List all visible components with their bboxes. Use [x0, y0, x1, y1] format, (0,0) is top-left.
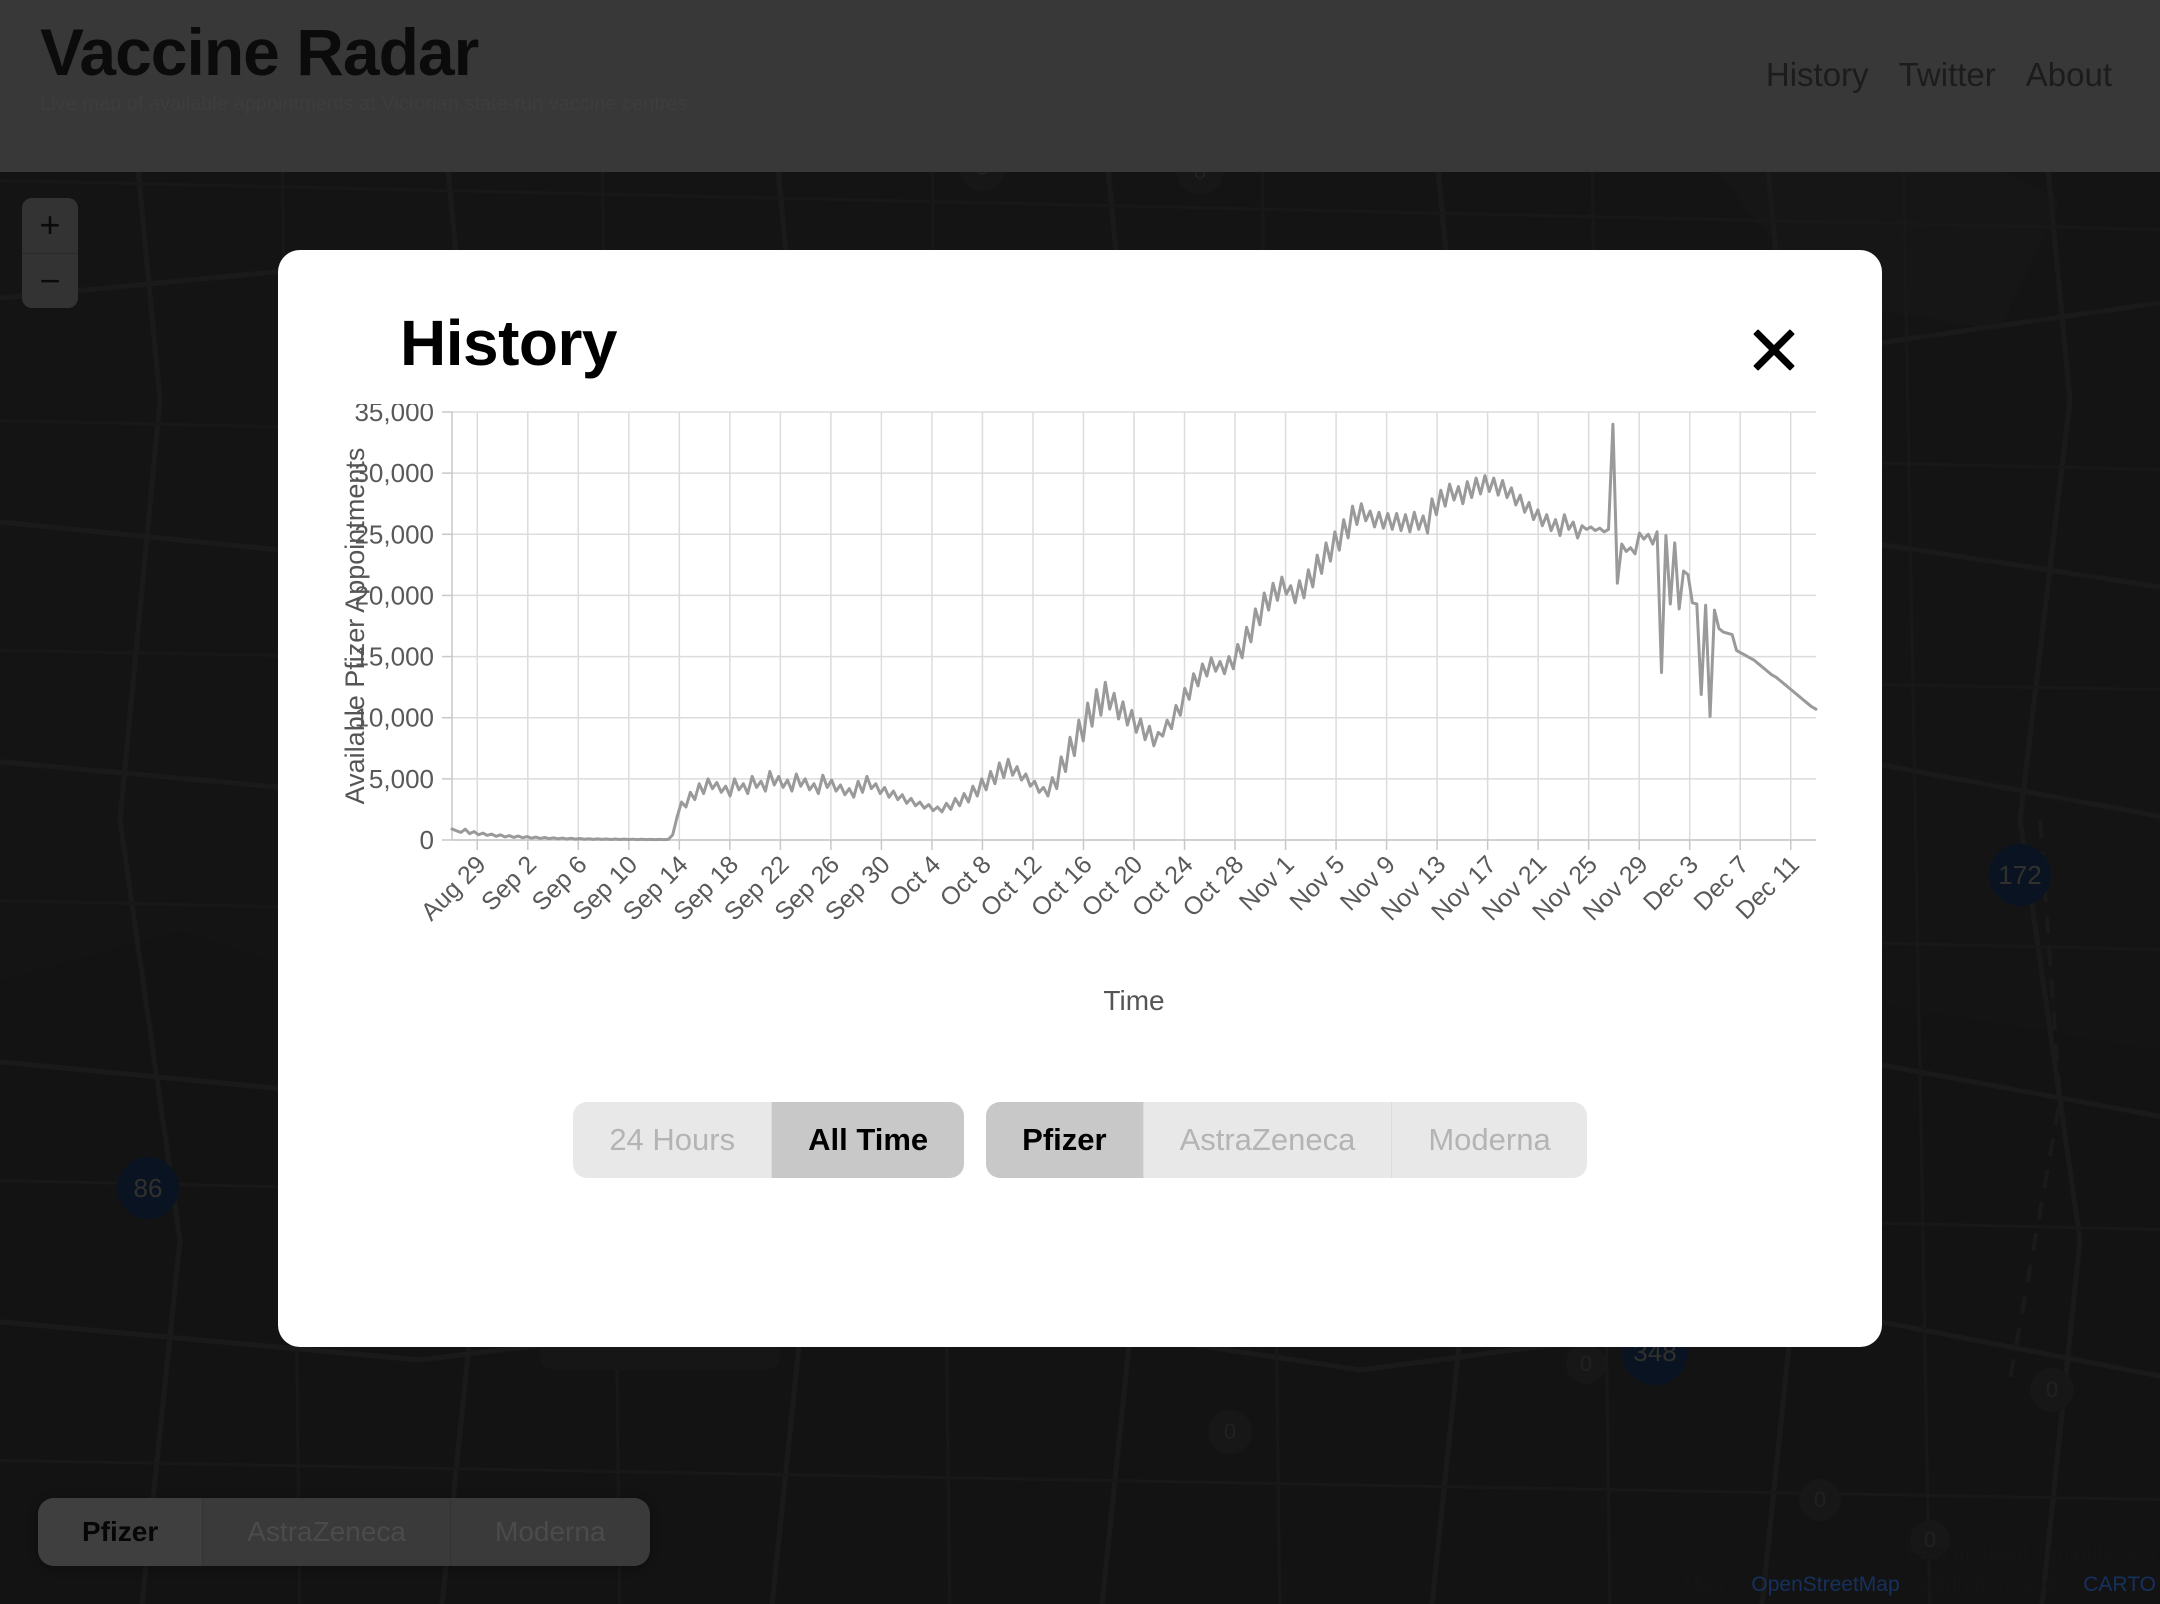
last-updated-text: Last updated 1 minute ago: [1907, 1542, 2156, 1566]
vaccine-button-group: Pfizer AstraZeneca Moderna: [986, 1102, 1587, 1178]
page-tagline: Live map of available appointments at Vi…: [40, 93, 688, 116]
svg-text:30,000: 30,000: [354, 458, 434, 488]
attribution-middle: contributors and ©: [1899, 1572, 2084, 1596]
attribution-prefix: Map ©: [1683, 1572, 1752, 1596]
x-tick-label: Dec 3: [1638, 850, 1704, 916]
svg-text:5,000: 5,000: [369, 764, 434, 794]
y-axis-title: Available Pfizer Appointments: [340, 448, 370, 805]
svg-text:0: 0: [420, 825, 434, 855]
vaccine-button-moderna[interactable]: Moderna: [1391, 1102, 1587, 1178]
modal-header: History: [334, 298, 1826, 382]
page-vaccine-button-pfizer[interactable]: Pfizer: [38, 1498, 203, 1566]
map-zoom-control: + −: [22, 198, 78, 308]
range-button-group: 24 Hours All Time: [573, 1102, 965, 1178]
history-chart-svg: 0 5,000 10,000 15,000 20,000 25,000 30,000 35,0…: [340, 404, 1818, 1016]
svg-text:10,000: 10,000: [354, 703, 434, 733]
map-attribution: Map © OpenStreetMap contributors and © C…: [1683, 1570, 2156, 1600]
nav-link-history[interactable]: History: [1765, 56, 1869, 93]
svg-text:35,000: 35,000: [354, 404, 434, 427]
x-tick-label: Oct 4: [884, 850, 946, 912]
page-vaccine-button-astrazeneca[interactable]: AstraZeneca: [202, 1498, 450, 1566]
chart-line: [450, 422, 1818, 842]
svg-text:20,000: 20,000: [354, 580, 434, 610]
close-icon[interactable]: [1742, 318, 1806, 382]
range-button-all-time[interactable]: All Time: [771, 1102, 965, 1178]
x-tick-label: Nov 1: [1234, 850, 1300, 916]
site-header: Vaccine Radar Live map of available appo…: [0, 0, 2160, 172]
x-tick-label: Nov 5: [1284, 850, 1350, 916]
page-title: Vaccine Radar: [40, 15, 479, 89]
vaccine-button-astrazeneca[interactable]: AstraZeneca: [1142, 1102, 1392, 1178]
map-footer: Last updated 1 minute ago Map © OpenStre…: [1683, 1539, 2160, 1604]
page-vaccine-selector: Pfizer AstraZeneca Moderna: [38, 1498, 650, 1566]
range-button-24-hours[interactable]: 24 Hours: [573, 1102, 772, 1178]
history-chart: 0 5,000 10,000 15,000 20,000 25,000 30,000 35,0…: [334, 404, 1824, 1024]
x-tick-label: Sep 2: [476, 850, 542, 916]
modal-controls: 24 Hours All Time Pfizer AstraZeneca Mod…: [334, 1102, 1826, 1178]
vaccine-button-pfizer[interactable]: Pfizer: [986, 1102, 1143, 1178]
x-axis-title: Time: [1103, 985, 1164, 1016]
nav-link-twitter[interactable]: Twitter: [1898, 56, 1996, 93]
modal-title: History: [400, 307, 618, 379]
zoom-out-button[interactable]: −: [22, 252, 78, 309]
zoom-in-button[interactable]: +: [39, 204, 61, 246]
history-modal: History 0 5,000 10,000 15,000 20,000 25,000 30…: [278, 250, 1882, 1347]
svg-text:25,000: 25,000: [354, 519, 434, 549]
attribution-link-carto[interactable]: CARTO: [2083, 1572, 2156, 1596]
nav-link-about[interactable]: About: [2025, 56, 2112, 93]
page-vaccine-button-moderna[interactable]: Moderna: [450, 1498, 650, 1566]
svg-text:15,000: 15,000: [354, 642, 434, 672]
x-tick-label: Aug 29: [416, 850, 492, 926]
site-nav: History Twitter About: [1766, 56, 2112, 94]
attribution-link-openstreetmap[interactable]: OpenStreetMap: [1751, 1572, 1900, 1596]
